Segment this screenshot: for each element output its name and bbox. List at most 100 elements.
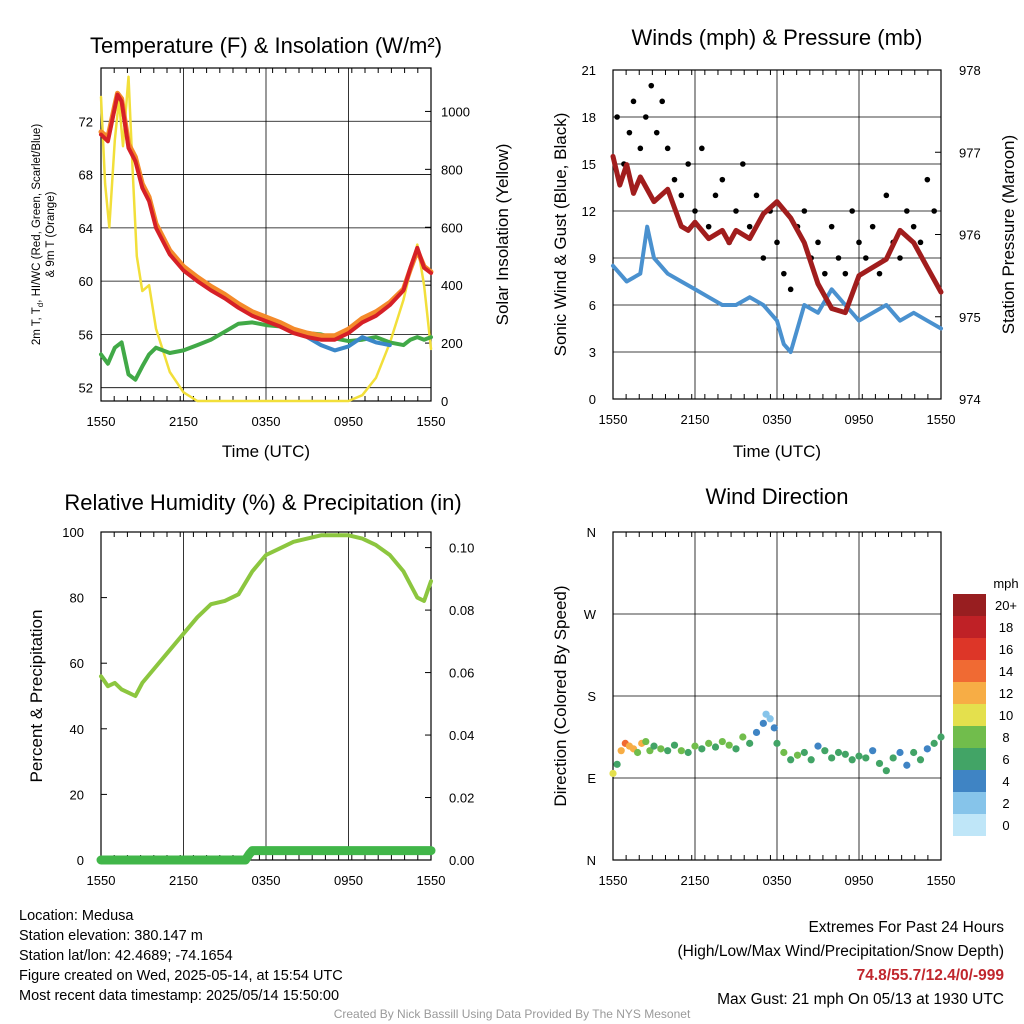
gust-point: [822, 270, 828, 277]
x-axis-label: Time (UTC): [733, 442, 821, 461]
direction-point: [834, 748, 843, 757]
direction-point: [937, 733, 945, 741]
gust-point: [815, 239, 821, 246]
gust-point: [917, 239, 924, 246]
direction-point: [766, 715, 774, 723]
gust-point: [685, 161, 691, 167]
direction-point: [848, 756, 856, 764]
x-tick-label: 1550: [599, 873, 628, 888]
direction-point: [746, 739, 754, 747]
gust-point: [849, 208, 855, 214]
direction-point: [780, 748, 788, 757]
gust-point: [614, 114, 620, 120]
created-text: Figure created on Wed, 2025-05-14, at 15…: [19, 968, 343, 984]
colorbar-swatch: [953, 638, 986, 660]
gust-point: [653, 129, 660, 136]
gust-point: [863, 255, 869, 261]
direction-point: [617, 747, 625, 755]
colorbar-swatch: [953, 682, 986, 704]
y2-tick-label: 0.00: [449, 853, 474, 868]
chart-title: Wind Direction: [705, 484, 848, 509]
direction-point: [770, 724, 778, 732]
y2-tick-label: 200: [441, 336, 463, 351]
gust-point: [637, 145, 644, 152]
y-tick-label: N: [587, 853, 596, 868]
direction-point: [855, 752, 863, 760]
direction-point: [650, 742, 658, 750]
recent-text: Most recent data timestamp: 2025/05/14 1…: [19, 988, 340, 1004]
series-solar-insolation: [99, 75, 433, 403]
y2-tick-label: 0: [441, 394, 448, 409]
x-tick-label: 0950: [845, 873, 874, 888]
x-tick-label: 0950: [334, 414, 363, 429]
y-tick-label: 18: [582, 110, 596, 125]
colorbar-label: 6: [1002, 752, 1009, 767]
direction-point: [634, 748, 642, 757]
colorbar-swatch: [953, 770, 986, 792]
colorbar-label: 20+: [995, 598, 1017, 613]
colorbar-swatch: [953, 792, 986, 814]
y2-tick-label: 0.02: [449, 791, 474, 806]
direction-point: [705, 739, 713, 747]
direction-point: [657, 745, 665, 753]
direction-point: [718, 737, 726, 746]
colorbar-label: 4: [1002, 774, 1009, 789]
y2-tick-label: 400: [441, 278, 463, 293]
chart-title: Temperature (F) & Insolation (W/m²): [90, 33, 442, 58]
gust-point: [712, 192, 719, 199]
gust-point: [897, 255, 903, 261]
y-tick-label: 60: [70, 656, 84, 671]
y-tick-label: 3: [589, 345, 596, 360]
x-tick-label: 1550: [599, 412, 628, 427]
y-axis-label: Percent & Precipitation: [27, 610, 46, 783]
y2-tick-label: 0.06: [449, 666, 474, 681]
y-tick-label: N: [587, 525, 596, 540]
gust-point: [931, 208, 937, 214]
direction-point: [698, 745, 706, 753]
y-tick-label: 15: [582, 157, 596, 172]
colorbar-swatch: [953, 726, 986, 748]
direction-point: [923, 745, 931, 753]
direction-point: [807, 756, 815, 764]
series-precipitation: [96, 846, 436, 865]
direction-point: [752, 728, 761, 737]
x-tick-label: 1550: [417, 414, 446, 429]
gust-point: [643, 114, 649, 120]
colorbar-title: mph: [993, 576, 1018, 591]
y-tick-label: S: [587, 689, 596, 704]
direction-point: [677, 747, 685, 755]
y-tick-label: 100: [62, 525, 84, 540]
direction-point: [910, 748, 918, 757]
gust-point: [869, 223, 876, 230]
colorbar-label: 10: [999, 708, 1013, 723]
direction-point: [739, 733, 747, 741]
direction-point: [664, 747, 672, 755]
direction-point: [903, 761, 911, 769]
direction-point: [609, 769, 617, 778]
y-axis-label: Direction (Colored By Speed): [551, 585, 570, 806]
chart-title: Winds (mph) & Pressure (mb): [632, 25, 923, 50]
y-tick-label: 60: [79, 274, 93, 289]
y2-tick-label: 600: [441, 220, 463, 235]
panel-2: [612, 69, 942, 400]
x-tick-label: 2150: [681, 873, 710, 888]
colorbar-label: 14: [999, 664, 1013, 679]
station-info: Location: Medusa Station elevation: 380.…: [19, 906, 343, 1006]
y-tick-label: 72: [79, 114, 93, 129]
series-2m-temperature: [99, 92, 433, 342]
direction-point: [684, 748, 692, 757]
direction-point: [642, 737, 650, 746]
colorbar-swatch: [953, 616, 986, 638]
direction-point: [896, 748, 904, 757]
x-tick-label: 0950: [845, 412, 874, 427]
colorbar-label: 8: [1002, 730, 1009, 745]
direction-point: [869, 747, 877, 755]
direction-point: [787, 756, 795, 764]
gust-point: [910, 223, 917, 230]
x-tick-label: 1550: [927, 412, 956, 427]
gust-point: [856, 239, 862, 246]
direction-point: [889, 754, 897, 762]
gust-point: [835, 255, 842, 261]
y-tick-label: 0: [77, 853, 84, 868]
